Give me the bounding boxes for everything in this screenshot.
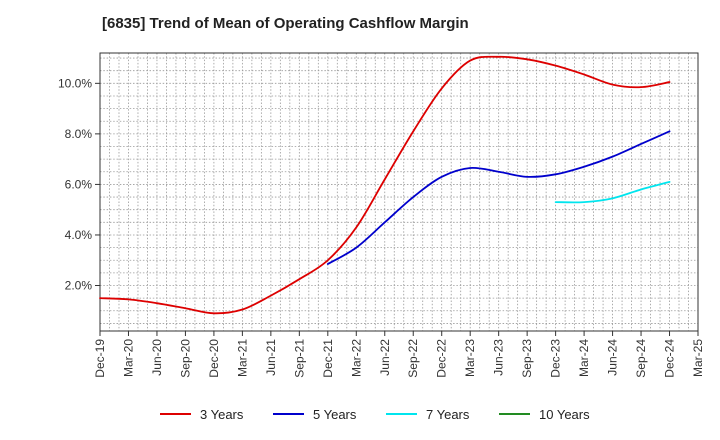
legend-label-5-years: 5 Years [313,407,357,422]
x-tick-label: Mar-20 [121,339,135,377]
x-tick-label: Dec-20 [207,339,221,378]
x-tick-label: Sep-23 [520,339,534,378]
axis-layer: 2.0% 4.0% 6.0% 8.0% 10.0% Dec-19 Mar-20 Jun-20 S… [58,52,705,378]
x-tick-label: Dec-24 [663,339,677,378]
x-tick-label: Mar-22 [349,339,363,377]
x-tick-label: Sep-21 [292,339,306,378]
legend-label-3-years: 3 Years [200,407,244,422]
x-tick-label: Jun-23 [492,339,506,376]
series-layer [99,55,671,315]
legend-layer: 3 Years 5 Years 7 Years 10 Years [160,407,590,422]
plot-frame [99,52,699,332]
x-tick-label: Dec-22 [435,339,449,378]
y-tick-label: 2.0% [65,279,93,293]
y-tick-label: 10.0% [58,76,92,90]
chart-title: [6835] Trend of Mean of Operating Cashfl… [102,15,469,32]
x-tick-label: Jun-24 [606,339,620,376]
x-tick-label: Jun-21 [264,339,278,376]
series-line-5-years [326,130,671,265]
x-tick-label: Jun-20 [150,339,164,376]
grid-layer [99,53,699,331]
y-tick-label: 6.0% [65,177,93,191]
y-tick-label: 8.0% [65,127,93,141]
series-line-3-years [99,55,671,315]
x-tick-label: Mar-25 [691,339,705,377]
x-tick-label: Dec-21 [321,339,335,378]
series-line-7-years [554,180,671,204]
legend-label-7-years: 7 Years [426,407,470,422]
x-tick-label: Sep-24 [634,339,648,378]
x-tick-label: Mar-24 [577,339,591,377]
y-tick-label: 4.0% [65,228,93,242]
x-tick-label: Sep-22 [406,339,420,378]
x-tick-label: Dec-23 [549,339,563,378]
x-tick-label: Mar-23 [463,339,477,377]
x-tick-label: Mar-21 [235,339,249,377]
x-tick-label: Jun-22 [378,339,392,376]
x-tick-label: Dec-19 [93,339,107,378]
legend-label-10-years: 10 Years [539,407,590,422]
x-tick-label: Sep-20 [178,339,192,378]
